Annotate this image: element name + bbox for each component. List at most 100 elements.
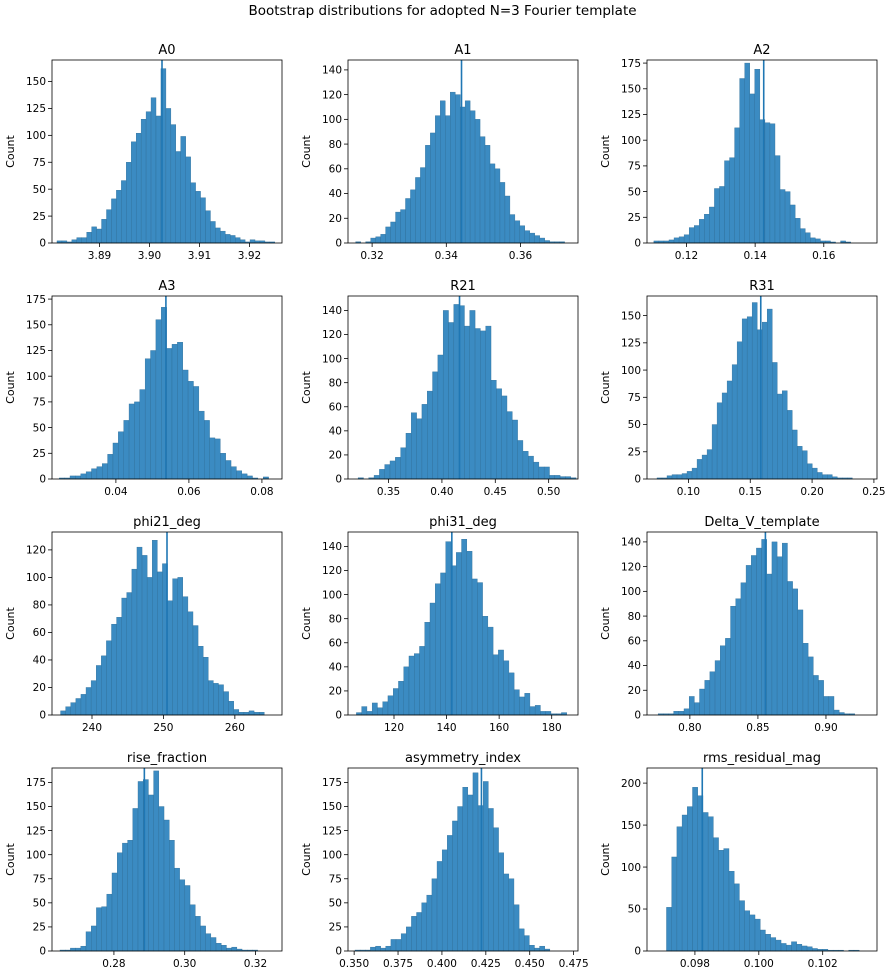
- histogram-bar: [833, 709, 840, 716]
- histogram-bar: [802, 643, 809, 716]
- histogram-bar: [467, 794, 474, 952]
- histogram-bar: [220, 230, 226, 244]
- histogram-bar: [492, 654, 499, 716]
- histogram-bar: [135, 132, 142, 244]
- histogram-bar: [754, 918, 761, 952]
- histogram-bar: [243, 712, 250, 716]
- x-tick-label: 0.425: [471, 958, 501, 970]
- histogram-bar: [375, 236, 381, 244]
- y-tick-label: 60: [33, 627, 46, 639]
- axes-frame: [646, 767, 878, 952]
- x-tick-label: 0.04: [104, 486, 128, 498]
- histogram-bar: [395, 211, 401, 244]
- histogram-bar: [228, 701, 234, 716]
- histogram-bar: [158, 806, 165, 952]
- axes-frame: [51, 531, 283, 716]
- histogram-bar: [765, 934, 771, 952]
- y-tick-label: 75: [33, 397, 46, 409]
- y-tick-label: 50: [33, 422, 46, 434]
- histogram-bar: [80, 945, 87, 952]
- y-tick-label: 120: [322, 565, 342, 577]
- y-tick-label: 100: [621, 862, 641, 874]
- histogram-bar: [96, 466, 103, 480]
- histogram-bar: [696, 459, 703, 480]
- histogram-bar: [380, 234, 386, 244]
- y-tick-label: 140: [621, 537, 641, 549]
- histogram-bar: [487, 626, 494, 716]
- histogram-bar: [167, 600, 173, 716]
- histogram-bar: [775, 939, 782, 952]
- histogram-bar: [728, 871, 735, 952]
- histogram-bar: [490, 380, 497, 480]
- panel-a2: A2 0.12 0.14 0.16 0 25 50 75 100 125 150 175 Count: [599, 43, 878, 262]
- y-tick-label: 25: [628, 446, 641, 458]
- histogram-bar: [827, 474, 833, 480]
- x-tick-label: 0.475: [559, 958, 589, 970]
- histogram-bar: [704, 214, 710, 244]
- x-tick-label: 260: [225, 722, 245, 734]
- histogram-bar: [807, 656, 814, 716]
- y-tick-label: 100: [322, 589, 342, 601]
- x-tick-label: 0.32: [244, 958, 267, 970]
- histogram-bar: [440, 100, 446, 244]
- histogram-bar: [554, 475, 561, 480]
- y-tick-label: 0: [634, 710, 641, 722]
- histogram-bar: [200, 197, 206, 244]
- x-tick-label: 0.28: [102, 958, 125, 970]
- histogram-bar: [741, 318, 748, 480]
- histogram-bar: [766, 308, 773, 480]
- histogram-bar: [806, 946, 813, 952]
- histogram-bar: [131, 141, 137, 244]
- x-tick-label: 0.45: [484, 486, 507, 498]
- histogram-bar: [524, 693, 531, 716]
- histogram-bar: [503, 660, 510, 716]
- histogram-bar: [106, 209, 112, 244]
- histogram-bar: [205, 933, 212, 952]
- histogram-bar: [200, 925, 206, 952]
- y-tick-label: 75: [329, 873, 342, 885]
- y-tick-label: 60: [329, 637, 342, 649]
- y-tick-label: 150: [621, 310, 641, 322]
- histogram-bar: [416, 912, 422, 952]
- histogram-bar: [144, 358, 151, 480]
- y-tick-label: 175: [26, 294, 46, 306]
- y-tick-label: 175: [322, 777, 342, 789]
- histogram-bar: [513, 904, 520, 952]
- histogram-bar: [735, 598, 742, 716]
- histogram-bar: [111, 872, 118, 952]
- histogram-bar: [106, 640, 112, 716]
- histogram-bar: [704, 680, 711, 716]
- histogram-bar: [210, 221, 216, 244]
- histogram-bar: [721, 392, 728, 480]
- panel-a1: A1 0.32 0.34 0.36 0 20 40 60 80 100 120 140 Count: [300, 43, 579, 262]
- histogram-bar: [169, 840, 175, 952]
- histogram-bar: [766, 573, 773, 716]
- histogram-bar: [760, 929, 766, 952]
- histogram-bar: [172, 578, 178, 716]
- histogram-bar: [165, 108, 172, 244]
- histogram-bar: [802, 450, 808, 480]
- histogram-bar: [815, 238, 821, 244]
- histogram-bar: [538, 466, 545, 480]
- histogram-bar: [424, 622, 431, 716]
- histogram-bar: [678, 711, 685, 716]
- y-tick-label: 120: [26, 545, 46, 557]
- histogram-bar: [477, 805, 484, 952]
- histogram-bar: [776, 556, 783, 716]
- histogram-bar: [688, 227, 695, 244]
- x-tick-label: 0.32: [360, 250, 383, 262]
- panel-phi31-deg: phi31_deg 120 140 160 180 0 20 40 60 80 100 120 140 C…: [300, 515, 579, 734]
- histogram-bar: [534, 705, 541, 716]
- histogram-bar: [405, 433, 412, 480]
- x-tick-label: 0.08: [250, 486, 273, 498]
- histogram-bar: [96, 665, 102, 716]
- y-tick-label: 100: [322, 114, 342, 126]
- y-axis-label: Count: [599, 370, 612, 403]
- histogram-bar: [195, 191, 201, 244]
- y-axis-label: Count: [300, 606, 313, 639]
- histogram-bar: [666, 475, 673, 480]
- y-tick-label: 175: [26, 777, 46, 789]
- y-tick-label: 125: [26, 825, 46, 837]
- histogram-bar: [477, 582, 483, 716]
- panel-phi21-deg: phi21_deg 240 250 260 0 20 40 60 80 100 120 Count: [4, 515, 283, 734]
